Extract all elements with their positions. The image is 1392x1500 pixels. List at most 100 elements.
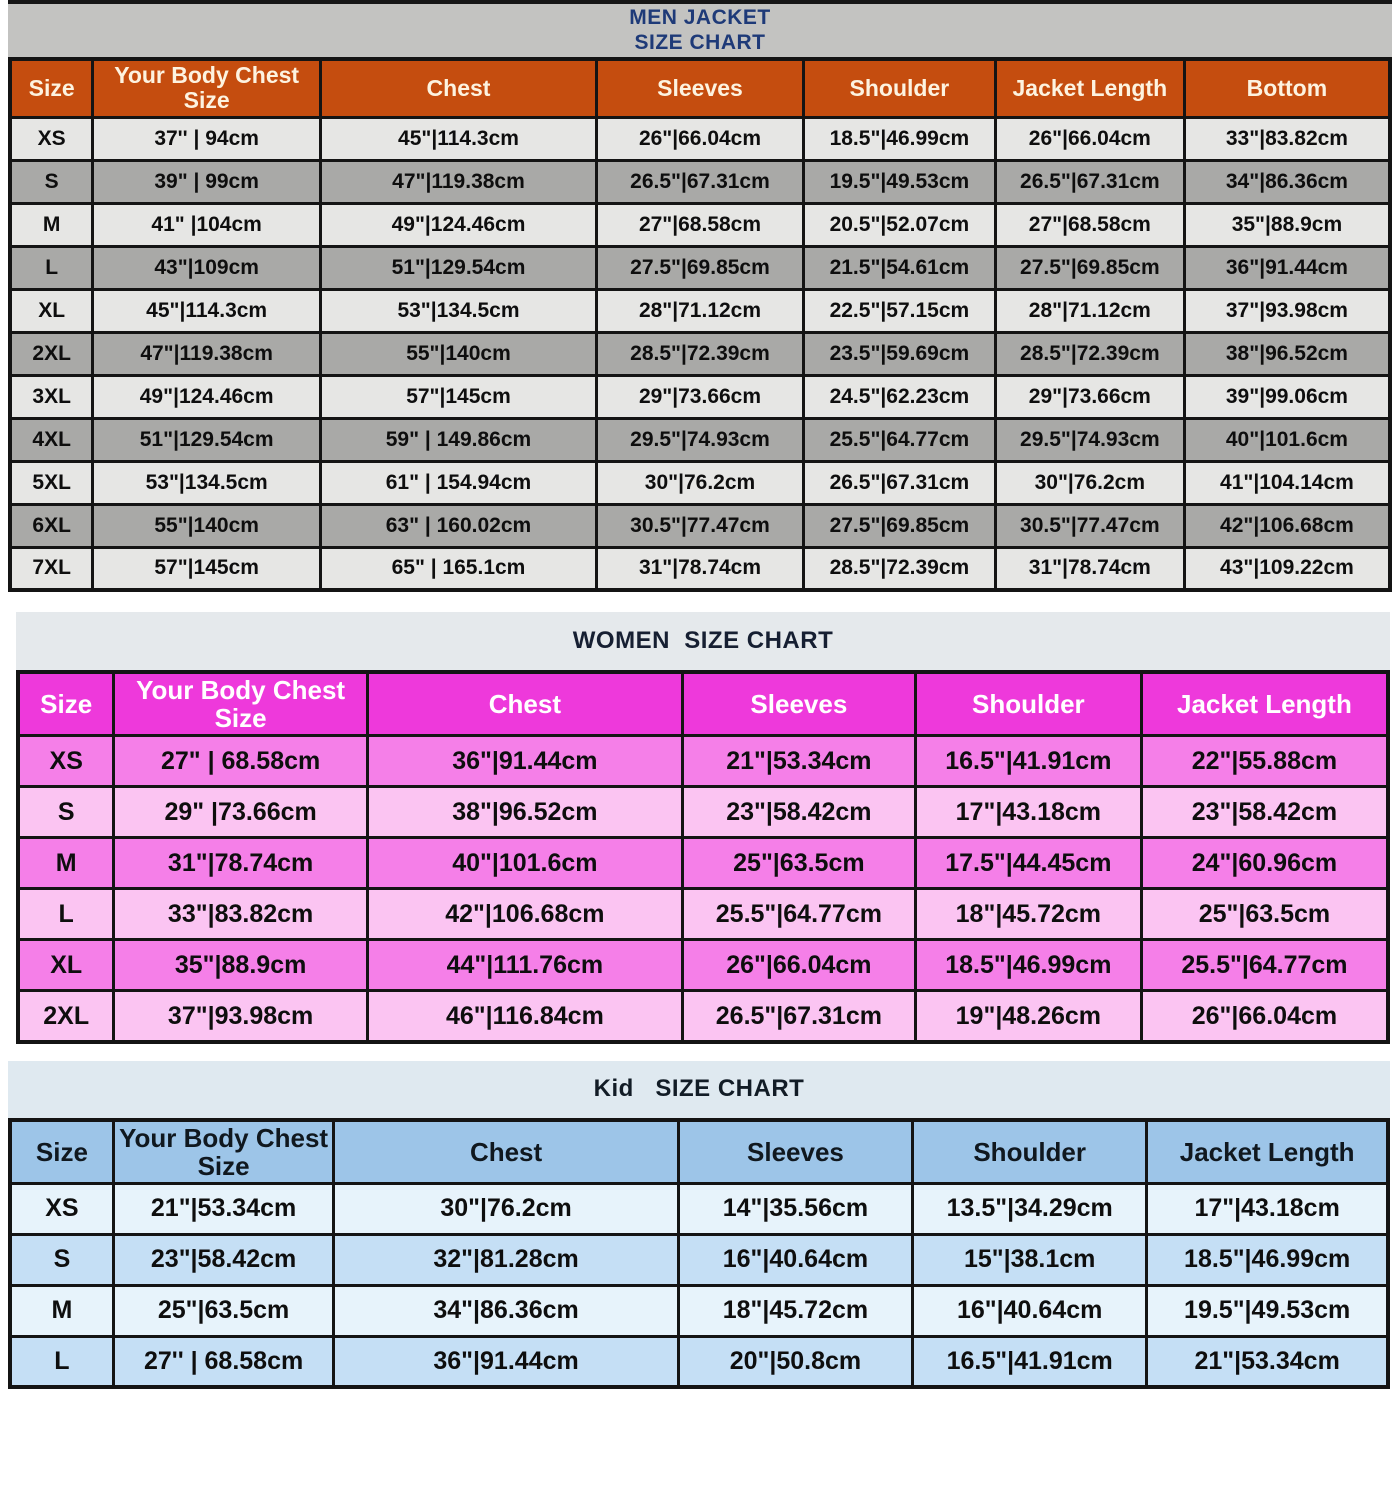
measurement-cell: 41" |104cm: [91, 201, 322, 248]
measurement-cell: 30"|76.2cm: [332, 1181, 680, 1236]
measurement-cell: 16"|40.64cm: [911, 1283, 1149, 1338]
measurement-cell: 29"|73.66cm: [594, 373, 805, 420]
measurement-cell: 31"|78.74cm: [993, 545, 1186, 592]
measurement-cell: 44"|111.76cm: [365, 938, 684, 993]
measurement-cell: 14"|35.56cm: [676, 1181, 915, 1236]
size-label-cell: S: [16, 785, 116, 840]
women-chart-title: WOMEN SIZE CHART: [16, 612, 1390, 671]
size-label-cell: 2XL: [8, 330, 95, 377]
size-label-cell: S: [8, 158, 95, 205]
table-header-row: Size Your Body Chest Size Chest Sleeves Shou…: [8, 57, 1392, 119]
size-label-cell: 7XL: [8, 545, 95, 592]
measurement-cell: 40"|101.6cm: [1182, 416, 1392, 463]
size-label-cell: 4XL: [8, 416, 95, 463]
measurement-cell: 39" | 99cm: [91, 158, 322, 205]
men-chart-title-line2: SIZE CHART: [634, 30, 766, 54]
measurement-cell: 27.5"|69.85cm: [993, 244, 1186, 291]
size-label-cell: L: [16, 887, 116, 942]
column-header: Size: [8, 57, 95, 119]
table-row: 7XL 57"|145cm 65" | 165.1cm 31"|78.74cm 28.5…: [8, 545, 1392, 592]
measurement-cell: 25"|63.5cm: [680, 836, 917, 891]
measurement-cell: 33"|83.82cm: [112, 887, 369, 942]
measurement-cell: 25.5"|64.77cm: [680, 887, 917, 942]
table-row: L 33"|83.82cm 42"|106.68cm 25.5"|64.77cm 18"…: [16, 887, 1390, 942]
measurement-cell: 25"|63.5cm: [111, 1283, 336, 1338]
measurement-cell: 57"|145cm: [91, 545, 322, 592]
column-header: Your Body Chest Size: [91, 57, 322, 119]
table-row: L 27'' | 68.58cm 36"|91.44cm 20"|50.8cm 16.5…: [8, 1334, 1390, 1389]
measurement-cell: 53"|134.5cm: [318, 287, 598, 334]
measurement-cell: 36"|91.44cm: [365, 734, 684, 789]
measurement-cell: 23"|58.42cm: [680, 785, 917, 840]
men-size-chart: MEN JACKET SIZE CHART Size Your Body Ches…: [8, 0, 1392, 593]
measurement-cell: 38"|96.52cm: [1182, 330, 1392, 377]
measurement-cell: 49"|124.46cm: [318, 201, 598, 248]
size-label-cell: M: [16, 836, 116, 891]
measurement-cell: 43"|109cm: [91, 244, 322, 291]
measurement-cell: 22.5"|57.15cm: [801, 287, 997, 334]
measurement-cell: 51"|129.54cm: [91, 416, 322, 463]
table-row: 4XL 51"|129.54cm 59" | 149.86cm 29.5"|74.93…: [8, 416, 1392, 463]
column-header: Jacket Length: [993, 57, 1186, 119]
column-header: Size: [8, 1118, 115, 1185]
measurement-cell: 27"|68.58cm: [594, 201, 805, 248]
measurement-cell: 19.5"|49.53cm: [801, 158, 997, 205]
measurement-cell: 19"|48.26cm: [913, 989, 1143, 1044]
men-table-header: Size Your Body Chest Size Chest Sleeves Shou…: [8, 57, 1392, 119]
measurement-cell: 13.5"|34.29cm: [911, 1181, 1149, 1236]
measurement-cell: 23"|58.42cm: [1139, 785, 1390, 840]
kid-size-table: Size Your Body Chest Size Chest Sleeves Shou…: [8, 1117, 1390, 1390]
size-label-cell: XL: [8, 287, 95, 334]
measurement-cell: 59" | 149.86cm: [318, 416, 598, 463]
women-table-header: Size Your Body Chest Size Chest Sleeves Shou…: [16, 670, 1390, 738]
measurement-cell: 26"|66.04cm: [680, 938, 917, 993]
measurement-cell: 26.5"|67.31cm: [680, 989, 917, 1044]
measurement-cell: 36"|91.44cm: [1182, 244, 1392, 291]
measurement-cell: 28.5"|72.39cm: [993, 330, 1186, 377]
table-row: 6XL 55"|140cm 63" | 160.02cm 30.5"|77.47cm 2…: [8, 502, 1392, 549]
measurement-cell: 35"|88.9cm: [112, 938, 369, 993]
measurement-cell: 20"|50.8cm: [676, 1334, 915, 1389]
measurement-cell: 57"|145cm: [318, 373, 598, 420]
measurement-cell: 26.5"|67.31cm: [594, 158, 805, 205]
measurement-cell: 37'' | 94cm: [91, 115, 322, 162]
measurement-cell: 42"|106.68cm: [365, 887, 684, 942]
measurement-cell: 24"|60.96cm: [1139, 836, 1390, 891]
measurement-cell: 37"|93.98cm: [112, 989, 369, 1044]
measurement-cell: 28"|71.12cm: [594, 287, 805, 334]
measurement-cell: 16.5"|41.91cm: [911, 1334, 1149, 1389]
men-chart-title-line1: MEN JACKET: [629, 5, 771, 29]
measurement-cell: 29.5"|74.93cm: [993, 416, 1186, 463]
measurement-cell: 27"|68.58cm: [993, 201, 1186, 248]
table-row: 3XL 49"|124.46cm 57"|145cm 29"|73.66cm 24.5"…: [8, 373, 1392, 420]
column-header: Sleeves: [680, 670, 917, 738]
men-table-body: XS 37'' | 94cm 45"|114.3cm 26"|66.04cm 18.5"…: [8, 115, 1392, 592]
kid-table-body: XS 21"|53.34cm 30"|76.2cm 14"|35.56cm 13.5"|…: [8, 1181, 1390, 1389]
table-row: 2XL 47"|119.38cm 55"|140cm 28.5"|72.39cm 23.…: [8, 330, 1392, 377]
measurement-cell: 18.5"|46.99cm: [801, 115, 997, 162]
measurement-cell: 29.5"|74.93cm: [594, 416, 805, 463]
table-row: XS 27" | 68.58cm 36"|91.44cm 21"|53.34cm 16.…: [16, 734, 1390, 789]
men-size-table: Size Your Body Chest Size Chest Sleeves Shou…: [8, 57, 1392, 593]
kid-size-chart: Kid SIZE CHART Size Your Body Chest Size C…: [8, 1060, 1390, 1390]
measurement-cell: 15"|38.1cm: [911, 1232, 1149, 1287]
measurement-cell: 36"|91.44cm: [332, 1334, 680, 1389]
measurement-cell: 45"|114.3cm: [318, 115, 598, 162]
measurement-cell: 25.5"|64.77cm: [1139, 938, 1390, 993]
size-label-cell: L: [8, 1334, 115, 1389]
measurement-cell: 16.5"|41.91cm: [913, 734, 1143, 789]
table-row: M 25"|63.5cm 34"|86.36cm 18"|45.72cm 16"|40.…: [8, 1283, 1390, 1338]
measurement-cell: 17.5"|44.45cm: [913, 836, 1143, 891]
measurement-cell: 21"|53.34cm: [1145, 1334, 1390, 1389]
table-header-row: Size Your Body Chest Size Chest Sleeves Shou…: [8, 1118, 1390, 1185]
measurement-cell: 24.5"|62.23cm: [801, 373, 997, 420]
size-label-cell: 3XL: [8, 373, 95, 420]
measurement-cell: 27.5"|69.85cm: [801, 502, 997, 549]
measurement-cell: 27.5"|69.85cm: [594, 244, 805, 291]
measurement-cell: 23"|58.42cm: [111, 1232, 336, 1287]
kid-chart-title-line1: Kid SIZE CHART: [593, 1075, 805, 1103]
column-header: Size: [16, 670, 116, 738]
measurement-cell: 18"|45.72cm: [676, 1283, 915, 1338]
measurement-cell: 17"|43.18cm: [1145, 1181, 1390, 1236]
measurement-cell: 49"|124.46cm: [91, 373, 322, 420]
